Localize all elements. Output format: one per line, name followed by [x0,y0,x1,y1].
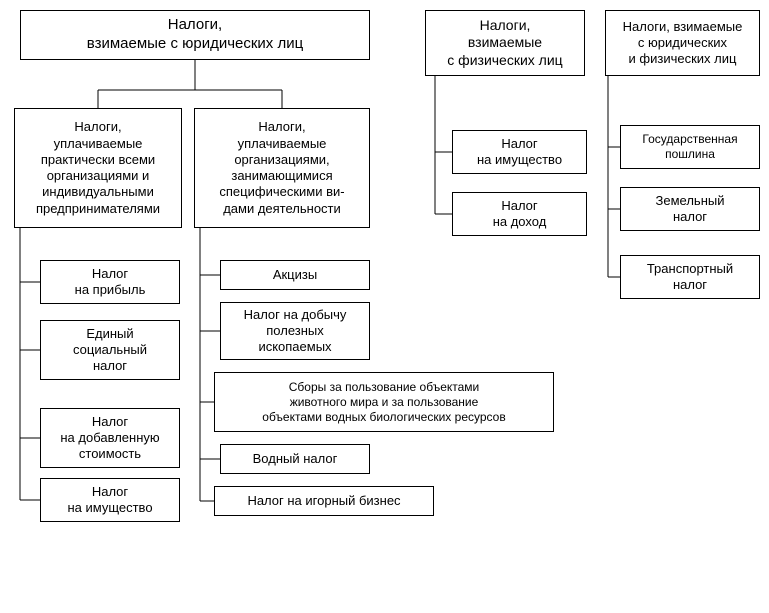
node-root-legal: Налоги,взимаемые с юридических лиц [20,10,370,60]
node-tax-transport: Транспортныйналог [620,255,760,299]
node-tax-property-legal: Налогна имущество [40,478,180,522]
node-tax-profit: Налогна прибыль [40,260,180,304]
node-tax-land: Земельныйналог [620,187,760,231]
node-tax-property-phys: Налогна имущество [452,130,587,174]
node-root-physical: Налоги,взимаемыес физических лиц [425,10,585,76]
node-legal-specific: Налоги,уплачиваемыеорганизациями,занимаю… [194,108,370,228]
node-tax-vat: Налогна добавленнуюстоимость [40,408,180,468]
node-tax-income: Налогна доход [452,192,587,236]
node-tax-social: Единыйсоциальныйналог [40,320,180,380]
node-tax-water: Водный налог [220,444,370,474]
node-root-both: Налоги, взимаемыес юридическихи физическ… [605,10,760,76]
node-legal-all-orgs: Налоги,уплачиваемыепрактически всемиорга… [14,108,182,228]
node-tax-excise: Акцизы [220,260,370,290]
node-tax-gambling: Налог на игорный бизнес [214,486,434,516]
node-tax-state-duty: Государственнаяпошлина [620,125,760,169]
node-tax-bio-resources: Сборы за пользование объектамиживотного … [214,372,554,432]
node-tax-mining: Налог на добычуполезныхископаемых [220,302,370,360]
